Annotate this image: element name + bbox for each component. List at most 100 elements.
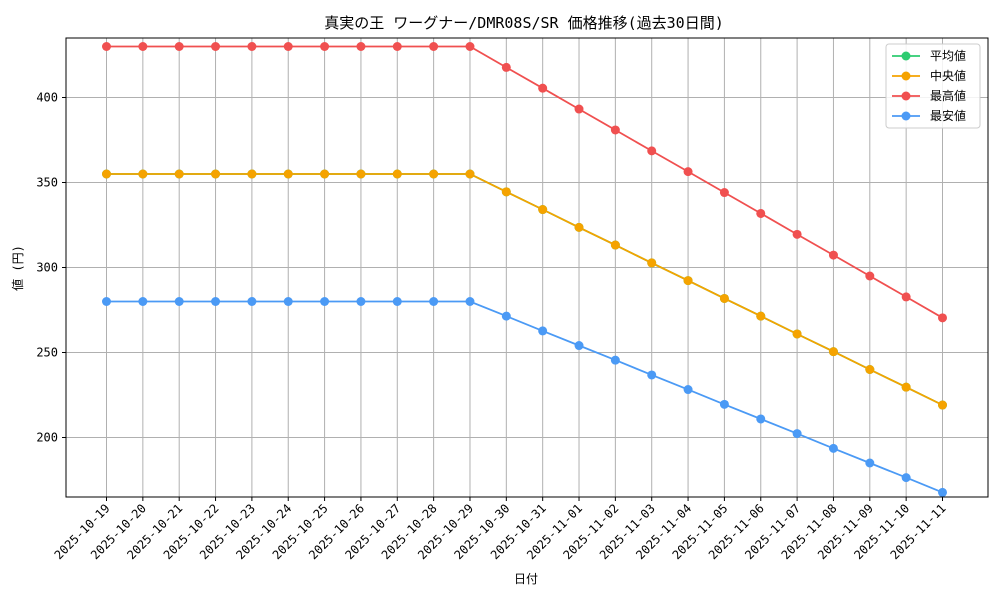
legend-label: 平均値 <box>930 48 966 63</box>
legend-entry: 平均値 <box>892 48 966 63</box>
data-point <box>429 297 439 306</box>
data-point <box>647 146 657 156</box>
data-point <box>392 169 402 179</box>
series-line <box>106 300 943 494</box>
series-line <box>106 173 943 406</box>
legend-marker <box>901 91 911 101</box>
data-point <box>719 293 729 303</box>
data-point <box>320 297 330 306</box>
data-point <box>683 167 693 177</box>
data-point <box>174 42 184 51</box>
data-point <box>501 311 511 321</box>
data-point <box>247 42 257 51</box>
data-point <box>828 347 838 357</box>
data-point <box>429 169 439 179</box>
data-point <box>320 42 330 51</box>
data-point <box>538 83 548 93</box>
data-point <box>174 169 184 179</box>
data-point <box>538 326 548 336</box>
y-axis: 200 250 300 350 400 <box>36 91 66 445</box>
y-tick-label: 400 <box>36 91 58 105</box>
legend-marker <box>901 51 911 61</box>
data-point <box>501 187 511 197</box>
data-point <box>828 250 838 260</box>
legend-marker <box>901 71 911 81</box>
data-point <box>392 297 402 306</box>
data-point <box>211 169 221 179</box>
data-point <box>356 169 366 179</box>
data-point <box>429 42 439 51</box>
data-point <box>211 42 221 51</box>
legend-entry: 中央値 <box>892 68 966 83</box>
data-point <box>356 42 366 51</box>
data-point <box>501 62 511 72</box>
data-point <box>719 399 729 409</box>
data-point <box>574 341 584 351</box>
data-point <box>465 169 475 179</box>
y-tick-label: 250 <box>36 346 58 360</box>
data-point <box>574 104 584 114</box>
data-point <box>865 458 875 468</box>
data-point <box>138 169 148 179</box>
data-point <box>756 311 766 321</box>
data-point <box>174 297 184 306</box>
data-point <box>465 42 475 51</box>
legend-label: 中央値 <box>930 68 966 83</box>
legend-entry: 最安値 <box>892 108 966 123</box>
data-point <box>938 487 947 497</box>
data-point <box>283 297 293 306</box>
data-point <box>756 208 766 218</box>
x-axis: 2025-10-192025-10-202025-10-212025-10-22… <box>52 497 949 562</box>
series-line <box>106 173 943 406</box>
grid <box>66 38 988 497</box>
data-point <box>683 385 693 395</box>
x-axis-label: 日付 <box>514 572 538 586</box>
data-point <box>756 414 766 424</box>
data-point <box>683 276 693 286</box>
y-tick-label: 350 <box>36 176 58 190</box>
y-axis-label: 値 (円) <box>10 245 25 291</box>
data-point <box>901 382 911 392</box>
data-point <box>102 169 111 179</box>
data-point <box>610 125 620 135</box>
data-point <box>792 229 802 239</box>
legend-entry: 最高値 <box>892 88 966 103</box>
data-point <box>610 240 620 250</box>
data-point <box>283 169 293 179</box>
chart-title: 真実の王 ワーグナー/DMR08S/SR 価格推移(過去30日間) <box>324 14 724 32</box>
data-point <box>538 205 548 215</box>
legend-label: 最高値 <box>930 88 966 103</box>
series-3 <box>102 297 947 497</box>
data-point <box>138 42 148 51</box>
data-point <box>247 169 257 179</box>
data-point <box>283 42 293 51</box>
legend-label: 最安値 <box>930 108 966 123</box>
data-point <box>938 400 947 410</box>
legend-marker <box>901 111 911 121</box>
data-point <box>247 297 257 306</box>
legend-box <box>885 43 981 129</box>
data-point <box>102 297 111 306</box>
data-point <box>719 188 729 198</box>
data-point <box>828 443 838 453</box>
data-point <box>647 370 657 380</box>
data-point <box>647 258 657 268</box>
data-point <box>901 473 911 483</box>
data-point <box>901 292 911 302</box>
series-layer <box>102 42 947 497</box>
data-point <box>574 222 584 232</box>
data-point <box>320 169 330 179</box>
data-point <box>211 297 221 306</box>
data-point <box>610 355 620 365</box>
data-point <box>465 297 475 306</box>
data-point <box>138 297 148 306</box>
data-point <box>392 42 402 51</box>
data-point <box>865 365 875 374</box>
y-tick-label: 200 <box>36 431 58 445</box>
series-0 <box>102 169 947 410</box>
data-point <box>938 313 947 323</box>
data-point <box>865 271 875 281</box>
data-point <box>792 329 802 339</box>
data-point <box>102 42 111 51</box>
